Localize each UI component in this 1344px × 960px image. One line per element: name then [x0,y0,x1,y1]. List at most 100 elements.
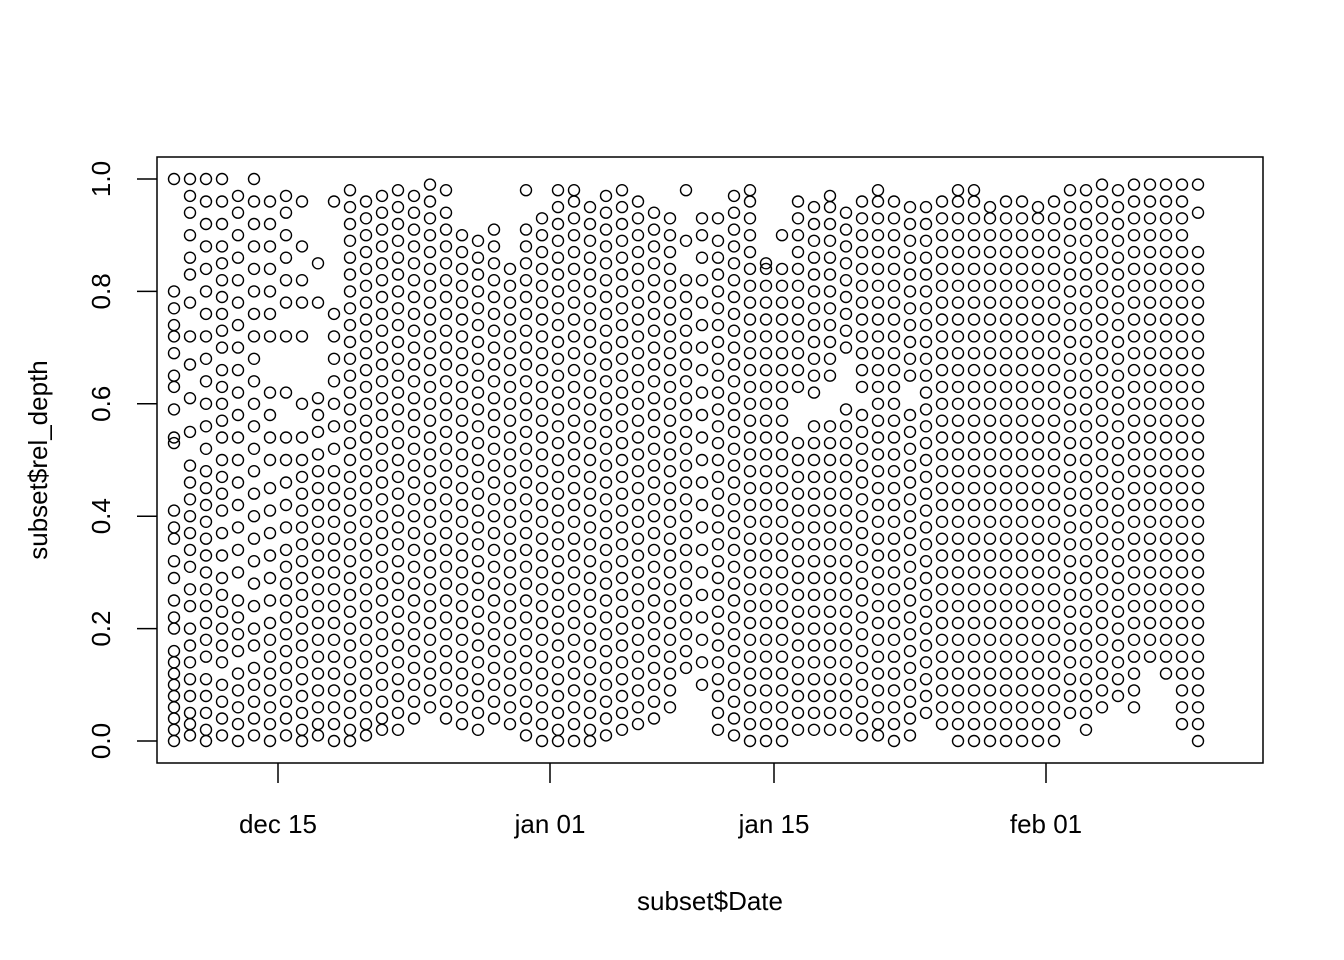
data-point [615,420,629,433]
data-point [551,285,565,298]
data-point [903,459,917,472]
data-point [1079,538,1093,551]
data-point [1047,498,1061,512]
data-point [375,476,389,489]
data-point [823,436,837,450]
data-point [679,611,693,624]
data-point [743,380,757,394]
data-point [263,481,277,495]
data-point [167,285,181,298]
data-point [775,481,789,495]
data-point [839,588,853,602]
data-point [343,335,357,349]
data-point [967,212,981,225]
data-point [519,375,533,388]
data-point [343,302,357,315]
data-point [791,470,805,484]
data-point [199,650,213,663]
data-point [631,245,645,259]
data-point [343,538,357,551]
data-point [711,689,725,703]
data-point [791,228,805,242]
data-point [967,498,981,512]
data-point [279,678,293,691]
data-point [215,470,229,484]
data-point [455,717,469,731]
data-point [951,667,965,680]
data-point [647,611,661,624]
data-point [343,420,357,433]
data-point [871,616,885,630]
data-point [983,515,997,528]
data-point [855,296,869,309]
data-point [583,673,597,686]
data-point [855,577,869,590]
data-point [871,549,885,562]
data-point [919,706,933,720]
data-point [647,290,661,304]
data-point [423,599,437,613]
data-point [823,470,837,484]
data-point [791,504,805,517]
data-point [535,566,549,579]
data-point [775,515,789,528]
data-point [599,442,613,455]
data-point [999,599,1013,613]
data-point [583,504,597,517]
data-point [855,729,869,742]
data-point [1111,318,1125,332]
data-point [487,442,501,455]
data-point [935,414,949,427]
data-point [487,628,501,641]
data-point [1079,723,1093,736]
data-point [375,392,389,405]
data-point [247,555,261,568]
data-point [1047,532,1061,545]
data-point [759,599,773,613]
data-point [1079,487,1093,500]
data-point [311,296,325,309]
data-point [439,223,453,236]
data-point [1047,667,1061,680]
data-point [279,453,293,467]
data-point [1079,521,1093,534]
data-point [391,420,405,433]
data-point [759,465,773,478]
data-point [407,274,421,287]
data-point [567,279,581,292]
data-point [423,296,437,309]
data-point [359,532,373,545]
data-point [935,684,949,697]
data-point [631,380,645,394]
data-point [967,313,981,326]
data-point [343,571,357,585]
data-point [247,307,261,321]
data-point [343,268,357,281]
data-point [807,639,821,652]
data-point [1095,616,1109,630]
data-point [583,352,597,365]
data-point [919,403,933,416]
data-point [551,200,565,214]
data-point [583,302,597,315]
data-point [903,678,917,691]
data-point [663,414,677,427]
data-point [535,717,549,731]
data-point [167,302,181,315]
data-point [919,571,933,585]
data-point [615,200,629,214]
data-point [487,274,501,287]
data-point [263,408,277,422]
data-point [903,442,917,455]
data-point [343,656,357,669]
data-point [583,403,597,416]
data-point [631,498,645,512]
data-point [903,251,917,264]
data-point [679,274,693,287]
data-point [1111,656,1125,669]
data-point [343,605,357,618]
data-point [567,532,581,545]
data-point [375,206,389,219]
data-point [839,487,853,500]
data-point [823,605,837,618]
